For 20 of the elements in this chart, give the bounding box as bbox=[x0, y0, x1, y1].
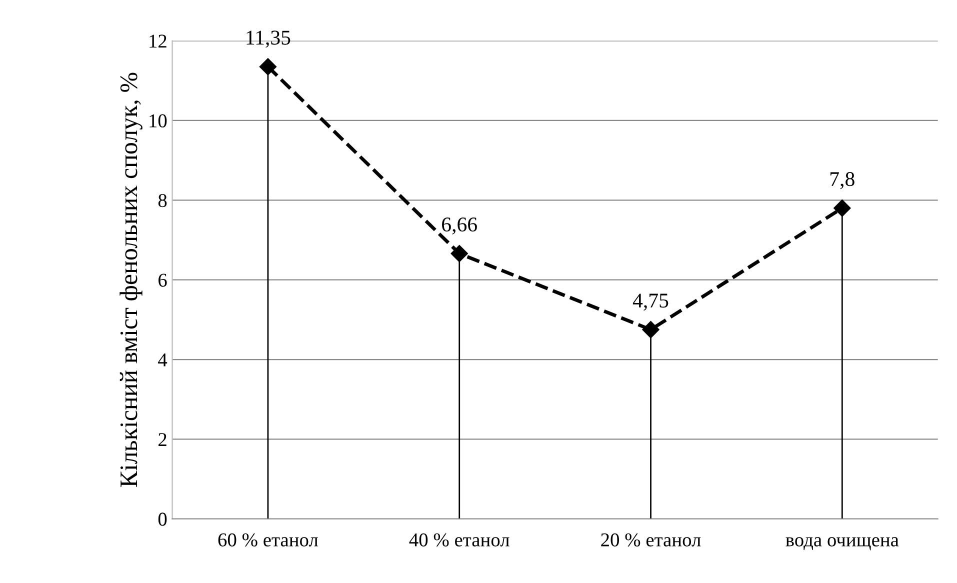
data-label: 7,8 bbox=[830, 172, 854, 190]
data-label: 6,66 bbox=[442, 218, 477, 235]
x-tick-label: вода очищена bbox=[786, 537, 899, 550]
point bbox=[259, 58, 277, 76]
x-tick-label: 40 % етанол bbox=[409, 533, 510, 547]
point bbox=[834, 200, 851, 217]
y-tick-label: 2 bbox=[158, 433, 166, 446]
x-tick-label: 20 % етанол bbox=[601, 533, 701, 547]
y-tick-label: 8 bbox=[158, 194, 167, 208]
point bbox=[642, 321, 660, 338]
y-tick-label: 0 bbox=[158, 512, 167, 526]
data-label: 11,35 bbox=[246, 30, 290, 48]
data-label: 4,75 bbox=[632, 294, 668, 311]
y-tick-label: 12 bbox=[150, 34, 166, 48]
y-tick-label: 6 bbox=[158, 274, 167, 287]
y-axis-title: Кількісний вміст фенольних сполук, % bbox=[120, 72, 142, 488]
y-tick-label: 10 bbox=[150, 114, 167, 128]
y-tick-label: 4 bbox=[158, 353, 168, 366]
point bbox=[450, 244, 468, 262]
x-tick-label: 60 % етанол bbox=[218, 533, 318, 547]
